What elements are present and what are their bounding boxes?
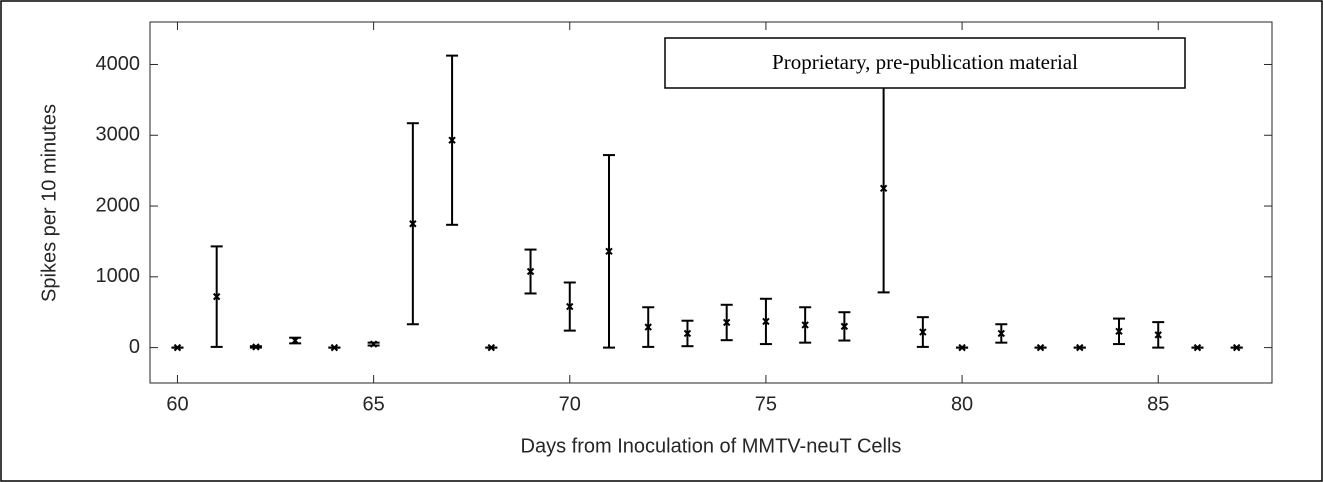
marker (683, 329, 692, 338)
marker (448, 136, 456, 144)
x-tick-label: 80 (951, 393, 973, 415)
marker (997, 329, 1006, 338)
marker (487, 343, 496, 352)
marker (1115, 327, 1123, 336)
marker (762, 317, 770, 326)
marker (330, 343, 339, 352)
marker (252, 343, 260, 351)
annotation-box (664, 37, 1186, 89)
marker (840, 322, 849, 331)
y-tick-label: 1000 (96, 265, 141, 287)
x-tick-label: 60 (166, 393, 188, 415)
y-tick-label: 2000 (96, 194, 141, 216)
x-tick-label: 85 (1147, 393, 1169, 415)
x-tick-label: 65 (362, 393, 384, 415)
annotation: Proprietary, pre-publication material (772, 50, 1078, 74)
marker (605, 247, 613, 256)
marker (566, 302, 574, 311)
y-tick-label: 3000 (96, 124, 141, 146)
y-axis-label: Spikes per 10 minutes (38, 104, 60, 302)
y-tick-label: 0 (129, 336, 140, 358)
marker (212, 292, 221, 301)
marker (801, 321, 809, 329)
marks (171, 54, 1243, 352)
marker (173, 343, 182, 352)
marker (644, 323, 652, 331)
marker (1076, 343, 1084, 352)
marker (409, 220, 417, 228)
marker (369, 340, 378, 348)
marker (1154, 331, 1162, 339)
x-tick-label: 75 (755, 393, 777, 415)
marker (1036, 343, 1045, 352)
marker (526, 267, 535, 276)
x-axis-label: Days from Inoculation of MMTV-neuT Cells (521, 435, 902, 457)
marker (919, 328, 927, 336)
marker (1232, 343, 1241, 352)
marker (1193, 343, 1202, 352)
marker (879, 184, 888, 193)
marker (722, 318, 731, 327)
marker (291, 336, 299, 345)
x-tick-label: 70 (559, 393, 581, 415)
marker (958, 343, 966, 352)
y-tick-label: 4000 (96, 53, 141, 75)
